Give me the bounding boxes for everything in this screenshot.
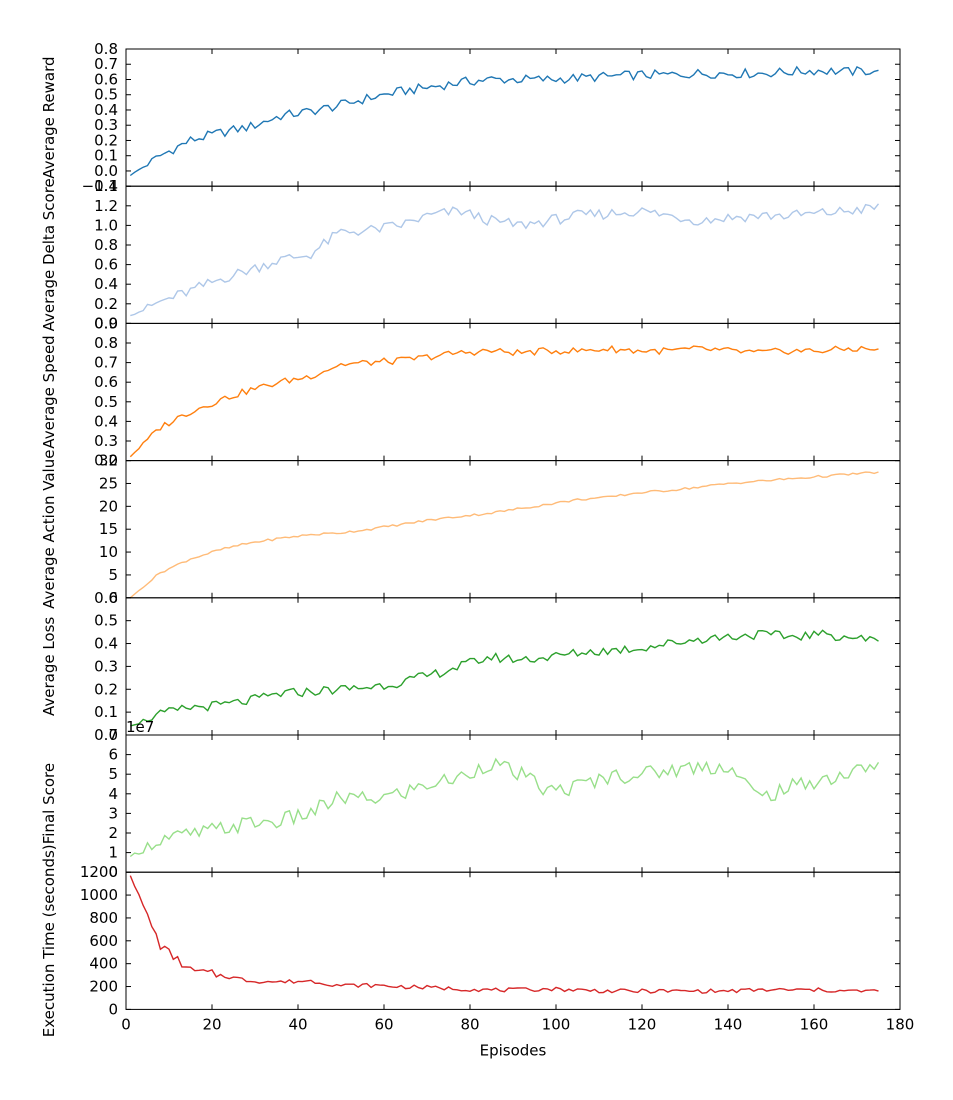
y-tick-label: 25 — [99, 474, 118, 492]
x-tick-label: 180 — [886, 1015, 915, 1033]
axes-frame — [125, 734, 901, 873]
y-tick-label: 0.6 — [94, 256, 118, 274]
y-tick-label: 0.9 — [94, 314, 118, 332]
y-tick-label: 0.4 — [94, 275, 118, 293]
y-tick-label: 0 — [108, 1000, 118, 1018]
shared-x-axis: 0 20 40 60 80 100 120 140 160 180 — [121, 1015, 914, 1033]
y-tick-label: 0.2 — [94, 452, 118, 470]
y-tick-label: 5 — [108, 566, 118, 584]
y-tick-label: 10 — [99, 543, 118, 561]
axes-frame — [125, 322, 901, 462]
series-line-6 — [129, 757, 880, 858]
subplot-2: 0.00.2 0.40.6 0.8 1.01.2 1.4 Average Delta Sc… — [40, 177, 901, 332]
y-tick-label: 1000 — [80, 886, 118, 904]
subplot-1: −0.10.00.10.20.30.40.50.60.70.8 Average R… — [40, 40, 901, 195]
y-tick-label: 0.6 — [94, 70, 118, 88]
y-tick-label: 0.0 — [94, 162, 118, 180]
x-tick-label: 140 — [714, 1015, 743, 1033]
y-tick-label: 30 — [99, 452, 118, 470]
y-tick-label: 0.1 — [94, 147, 118, 165]
axes-frame — [125, 460, 901, 599]
y-tick-label: 1 — [108, 844, 118, 862]
y-tick-label: 4 — [108, 785, 118, 803]
y-tick-label: 800 — [89, 909, 118, 927]
y-tick-label: 0.4 — [94, 635, 118, 653]
y-tick-label: 15 — [99, 520, 118, 538]
x-axis-label: Episodes — [480, 1041, 547, 1059]
y-tick-label: 600 — [89, 932, 118, 950]
series-line-4 — [129, 471, 879, 599]
series-line-5 — [130, 629, 879, 727]
axes-frame — [125, 185, 901, 324]
y-tick-label: 0.8 — [94, 334, 118, 352]
y-tick-label: 0 — [108, 589, 118, 607]
y-axis-label: Final Score — [40, 763, 58, 844]
x-tick-label: 40 — [288, 1015, 307, 1033]
y-axis-label: Execution Time (seconds) — [40, 844, 58, 1037]
subplot-5: 0.0 0.1 0.2 0.3 0.4 0.5 0.6 Average Loss — [40, 589, 901, 744]
series-line-1 — [129, 65, 879, 177]
y-tick-label: 2 — [108, 824, 118, 842]
y-tick-label: 200 — [89, 978, 118, 996]
axes-frame — [125, 48, 901, 187]
x-tick-label: 100 — [542, 1015, 571, 1033]
y-tick-label: 5 — [108, 765, 118, 783]
y-tick-label: 0.5 — [94, 612, 118, 630]
y-tick-label: 1200 — [80, 863, 118, 881]
y-tick-label: 1.0 — [94, 216, 118, 234]
x-tick-label: 0 — [121, 1015, 131, 1033]
y-tick-label: 0.5 — [94, 393, 118, 411]
y-tick-label: 0.3 — [94, 116, 118, 134]
y-axis-label: Average Speed — [40, 335, 58, 448]
axes-frame — [125, 597, 901, 736]
y-tick-label: 0.1 — [94, 703, 118, 721]
subplot-3: 0.2 0.3 0.40.5 0.60.7 0.8 0.9 Average Speed — [40, 314, 901, 470]
x-tick-label: 60 — [374, 1015, 393, 1033]
y-tick-label: 0.6 — [94, 589, 118, 607]
y-tick-label: 0.7 — [94, 55, 118, 73]
x-tick-label: 160 — [800, 1015, 829, 1033]
y-tick-label: 0.8 — [94, 40, 118, 58]
y-offset-text: 1e7 — [126, 718, 154, 736]
y-tick-label: 0.2 — [94, 295, 118, 313]
y-axis-label: Average Action Value — [40, 450, 58, 609]
y-tick-label: 0.6 — [94, 373, 118, 391]
y-axis-label: Average Loss — [40, 617, 58, 716]
x-tick-label: 20 — [202, 1015, 221, 1033]
subplot-6: 01 2 34 56 7 Final Score 1e7 — [40, 718, 901, 881]
series-line-2 — [130, 203, 880, 317]
y-tick-label: 0.4 — [94, 412, 118, 430]
y-tick-label: 20 — [99, 497, 118, 515]
y-tick-label: 0.5 — [94, 86, 118, 104]
y-tick-label: 0.2 — [94, 131, 118, 149]
y-tick-label: 0.4 — [94, 101, 118, 119]
subplot-4: 0 5 10 15 20 25 30 Average Action Value — [40, 450, 901, 609]
series-line-7 — [129, 875, 879, 994]
y-tick-label: 0.8 — [94, 236, 118, 254]
y-tick-label: 0.3 — [94, 432, 118, 450]
y-tick-label: 7 — [108, 726, 118, 744]
y-tick-label: 3 — [108, 804, 118, 822]
y-tick-label: −0.1 — [82, 177, 118, 195]
y-axis-label: Average Reward — [40, 56, 58, 178]
series-line-3 — [129, 344, 879, 458]
y-tick-label: 0.0 — [94, 726, 118, 744]
y-tick-label: 0 — [108, 863, 118, 881]
x-tick-label: 80 — [460, 1015, 479, 1033]
y-tick-label: 0.0 — [94, 314, 118, 332]
y-tick-label: 0.7 — [94, 354, 118, 372]
y-tick-label: 400 — [89, 955, 118, 973]
y-tick-label: 1.2 — [94, 197, 118, 215]
y-tick-label: 0.3 — [94, 657, 118, 675]
y-axis-label: Average Delta Score — [40, 178, 58, 331]
x-tick-label: 120 — [628, 1015, 657, 1033]
y-tick-label: 0.2 — [94, 680, 118, 698]
y-tick-label: 1.4 — [94, 177, 118, 195]
y-tick-label: 6 — [108, 746, 118, 764]
